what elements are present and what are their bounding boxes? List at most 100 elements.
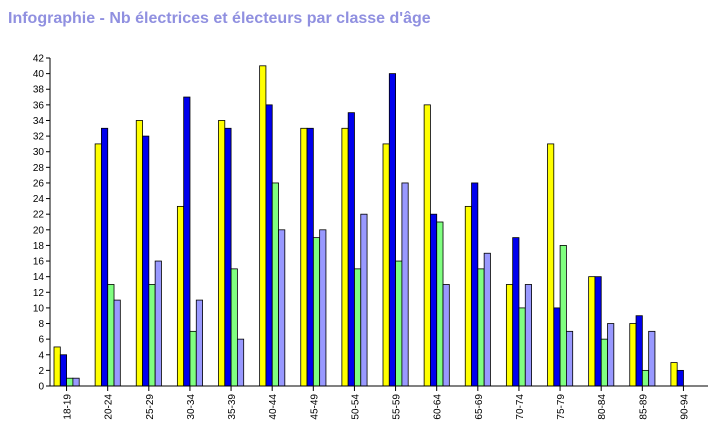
y-tick-label: 14 xyxy=(33,272,45,283)
bar-80-84-s1 xyxy=(588,276,596,387)
bar-40-44-s1 xyxy=(259,65,267,387)
bar-65-69-s1 xyxy=(464,205,472,387)
y-tick-label: 26 xyxy=(33,178,45,189)
x-tick-label: 20-24 xyxy=(104,394,115,420)
y-tick-label: 30 xyxy=(33,147,45,158)
x-tick-label: 25-29 xyxy=(145,394,156,420)
y-tick-label: 2 xyxy=(38,366,44,377)
bar-70-74-s1 xyxy=(505,284,514,387)
bar-85-89-s2 xyxy=(635,315,643,387)
y-tick-label: 18 xyxy=(33,241,45,252)
bar-70-74-s2 xyxy=(512,237,520,387)
bar-18-19-s4 xyxy=(72,377,80,387)
bar-55-59-s4 xyxy=(401,182,409,387)
bar-75-79-s3 xyxy=(559,245,567,387)
bar-55-59-s2 xyxy=(388,73,396,387)
bar-30-34-s4 xyxy=(195,299,203,387)
x-tick-label: 60-64 xyxy=(433,394,444,420)
bar-85-89-s1 xyxy=(629,323,637,387)
bar-35-39-s1 xyxy=(218,120,226,387)
x-tick-label: 65-69 xyxy=(474,394,485,420)
bar-60-64-s3 xyxy=(436,221,444,387)
bar-30-34-s2 xyxy=(183,96,191,387)
x-tick-label: 18-19 xyxy=(63,394,74,420)
x-axis: 18-19 20-24 25-29 30-34 35-39 40-44 45-49 50-54… xyxy=(50,385,708,420)
y-tick-label: 34 xyxy=(33,116,45,127)
bar-20-24-s1 xyxy=(94,143,102,387)
y-tick-label: 28 xyxy=(33,163,45,174)
x-tick-label: 45-49 xyxy=(309,394,320,420)
y-tick-label: 16 xyxy=(33,257,45,268)
bar-75-79-s2 xyxy=(553,307,561,387)
y-tick-label: 38 xyxy=(33,85,45,96)
bar-20-24-s4 xyxy=(113,299,121,387)
x-tick-label: 80-84 xyxy=(597,394,608,420)
x-tick-label: 70-74 xyxy=(515,394,526,420)
bar-45-49-s4 xyxy=(319,229,327,387)
y-tick-label: 40 xyxy=(33,69,45,80)
bar-85-89-s4 xyxy=(648,330,656,387)
bar-65-69-s2 xyxy=(471,182,479,387)
bar-25-29-s1 xyxy=(135,120,143,387)
bar-40-44-s4 xyxy=(278,229,286,387)
y-tick-label: 36 xyxy=(33,100,45,111)
y-tick-label: 8 xyxy=(38,319,44,330)
bar-50-54-s2 xyxy=(347,112,355,387)
y-tick-label: 4 xyxy=(38,350,44,361)
bar-25-29-s2 xyxy=(142,135,150,387)
x-tick-label: 75-79 xyxy=(556,394,567,420)
x-tick-label: 85-89 xyxy=(638,394,649,420)
bar-45-49-s2 xyxy=(306,127,314,387)
bar-90-94-s1 xyxy=(670,362,678,387)
bar-35-39-s3 xyxy=(230,268,238,387)
bar-50-54-s3 xyxy=(354,268,362,387)
bar-45-49-s3 xyxy=(312,237,321,387)
bar-80-84-s3 xyxy=(600,338,608,387)
y-tick-label: 10 xyxy=(33,303,45,314)
bar-90-94-s2 xyxy=(676,369,684,387)
bar-18-19-s1 xyxy=(53,346,61,387)
bar-18-19-s3 xyxy=(66,377,74,387)
y-tick-label: 22 xyxy=(33,210,45,221)
bar-85-89-s3 xyxy=(641,369,650,387)
bar-20-24-s2 xyxy=(101,127,109,387)
bar-60-64-s1 xyxy=(423,104,431,387)
bar-75-79-s1 xyxy=(547,143,555,387)
bar-80-84-s2 xyxy=(594,276,602,387)
bar-25-29-s3 xyxy=(148,284,156,387)
bar-50-54-s1 xyxy=(341,127,349,387)
bar-60-64-s4 xyxy=(442,284,450,387)
bar-20-24-s3 xyxy=(107,284,115,387)
bar-80-84-s4 xyxy=(607,323,615,387)
bar-70-74-s4 xyxy=(524,284,532,387)
x-tick-label: 90-94 xyxy=(679,394,690,420)
chart-title: Infographie - Nb électrices et électeurs… xyxy=(8,10,431,27)
x-tick-label: 30-34 xyxy=(186,394,197,420)
x-tick-label: 40-44 xyxy=(268,394,279,420)
bar-18-19-s2 xyxy=(59,354,67,387)
y-tick-label: 24 xyxy=(33,194,45,205)
x-tick-label: 55-59 xyxy=(392,394,403,420)
y-tick-label: 0 xyxy=(38,382,44,393)
bar-65-69-s3 xyxy=(477,268,485,387)
bar-75-79-s4 xyxy=(566,330,574,387)
bar-55-59-s3 xyxy=(395,260,403,387)
bar-50-54-s4 xyxy=(360,213,368,387)
bar-65-69-s4 xyxy=(483,252,491,387)
bar-55-59-s1 xyxy=(382,143,390,387)
bar-45-49-s1 xyxy=(300,127,308,387)
x-tick-label: 35-39 xyxy=(227,394,238,420)
y-tick-label: 12 xyxy=(33,288,45,299)
bar-40-44-s2 xyxy=(265,104,273,387)
bar-35-39-s2 xyxy=(224,127,232,387)
x-tick-label: 50-54 xyxy=(350,394,361,420)
bar-60-64-s2 xyxy=(430,213,438,387)
bar-30-34-s3 xyxy=(189,330,197,387)
bar-35-39-s4 xyxy=(236,338,245,387)
bar-70-74-s3 xyxy=(518,307,526,387)
bars xyxy=(53,65,684,387)
bar-30-34-s1 xyxy=(176,205,185,387)
y-tick-label: 32 xyxy=(33,132,45,143)
